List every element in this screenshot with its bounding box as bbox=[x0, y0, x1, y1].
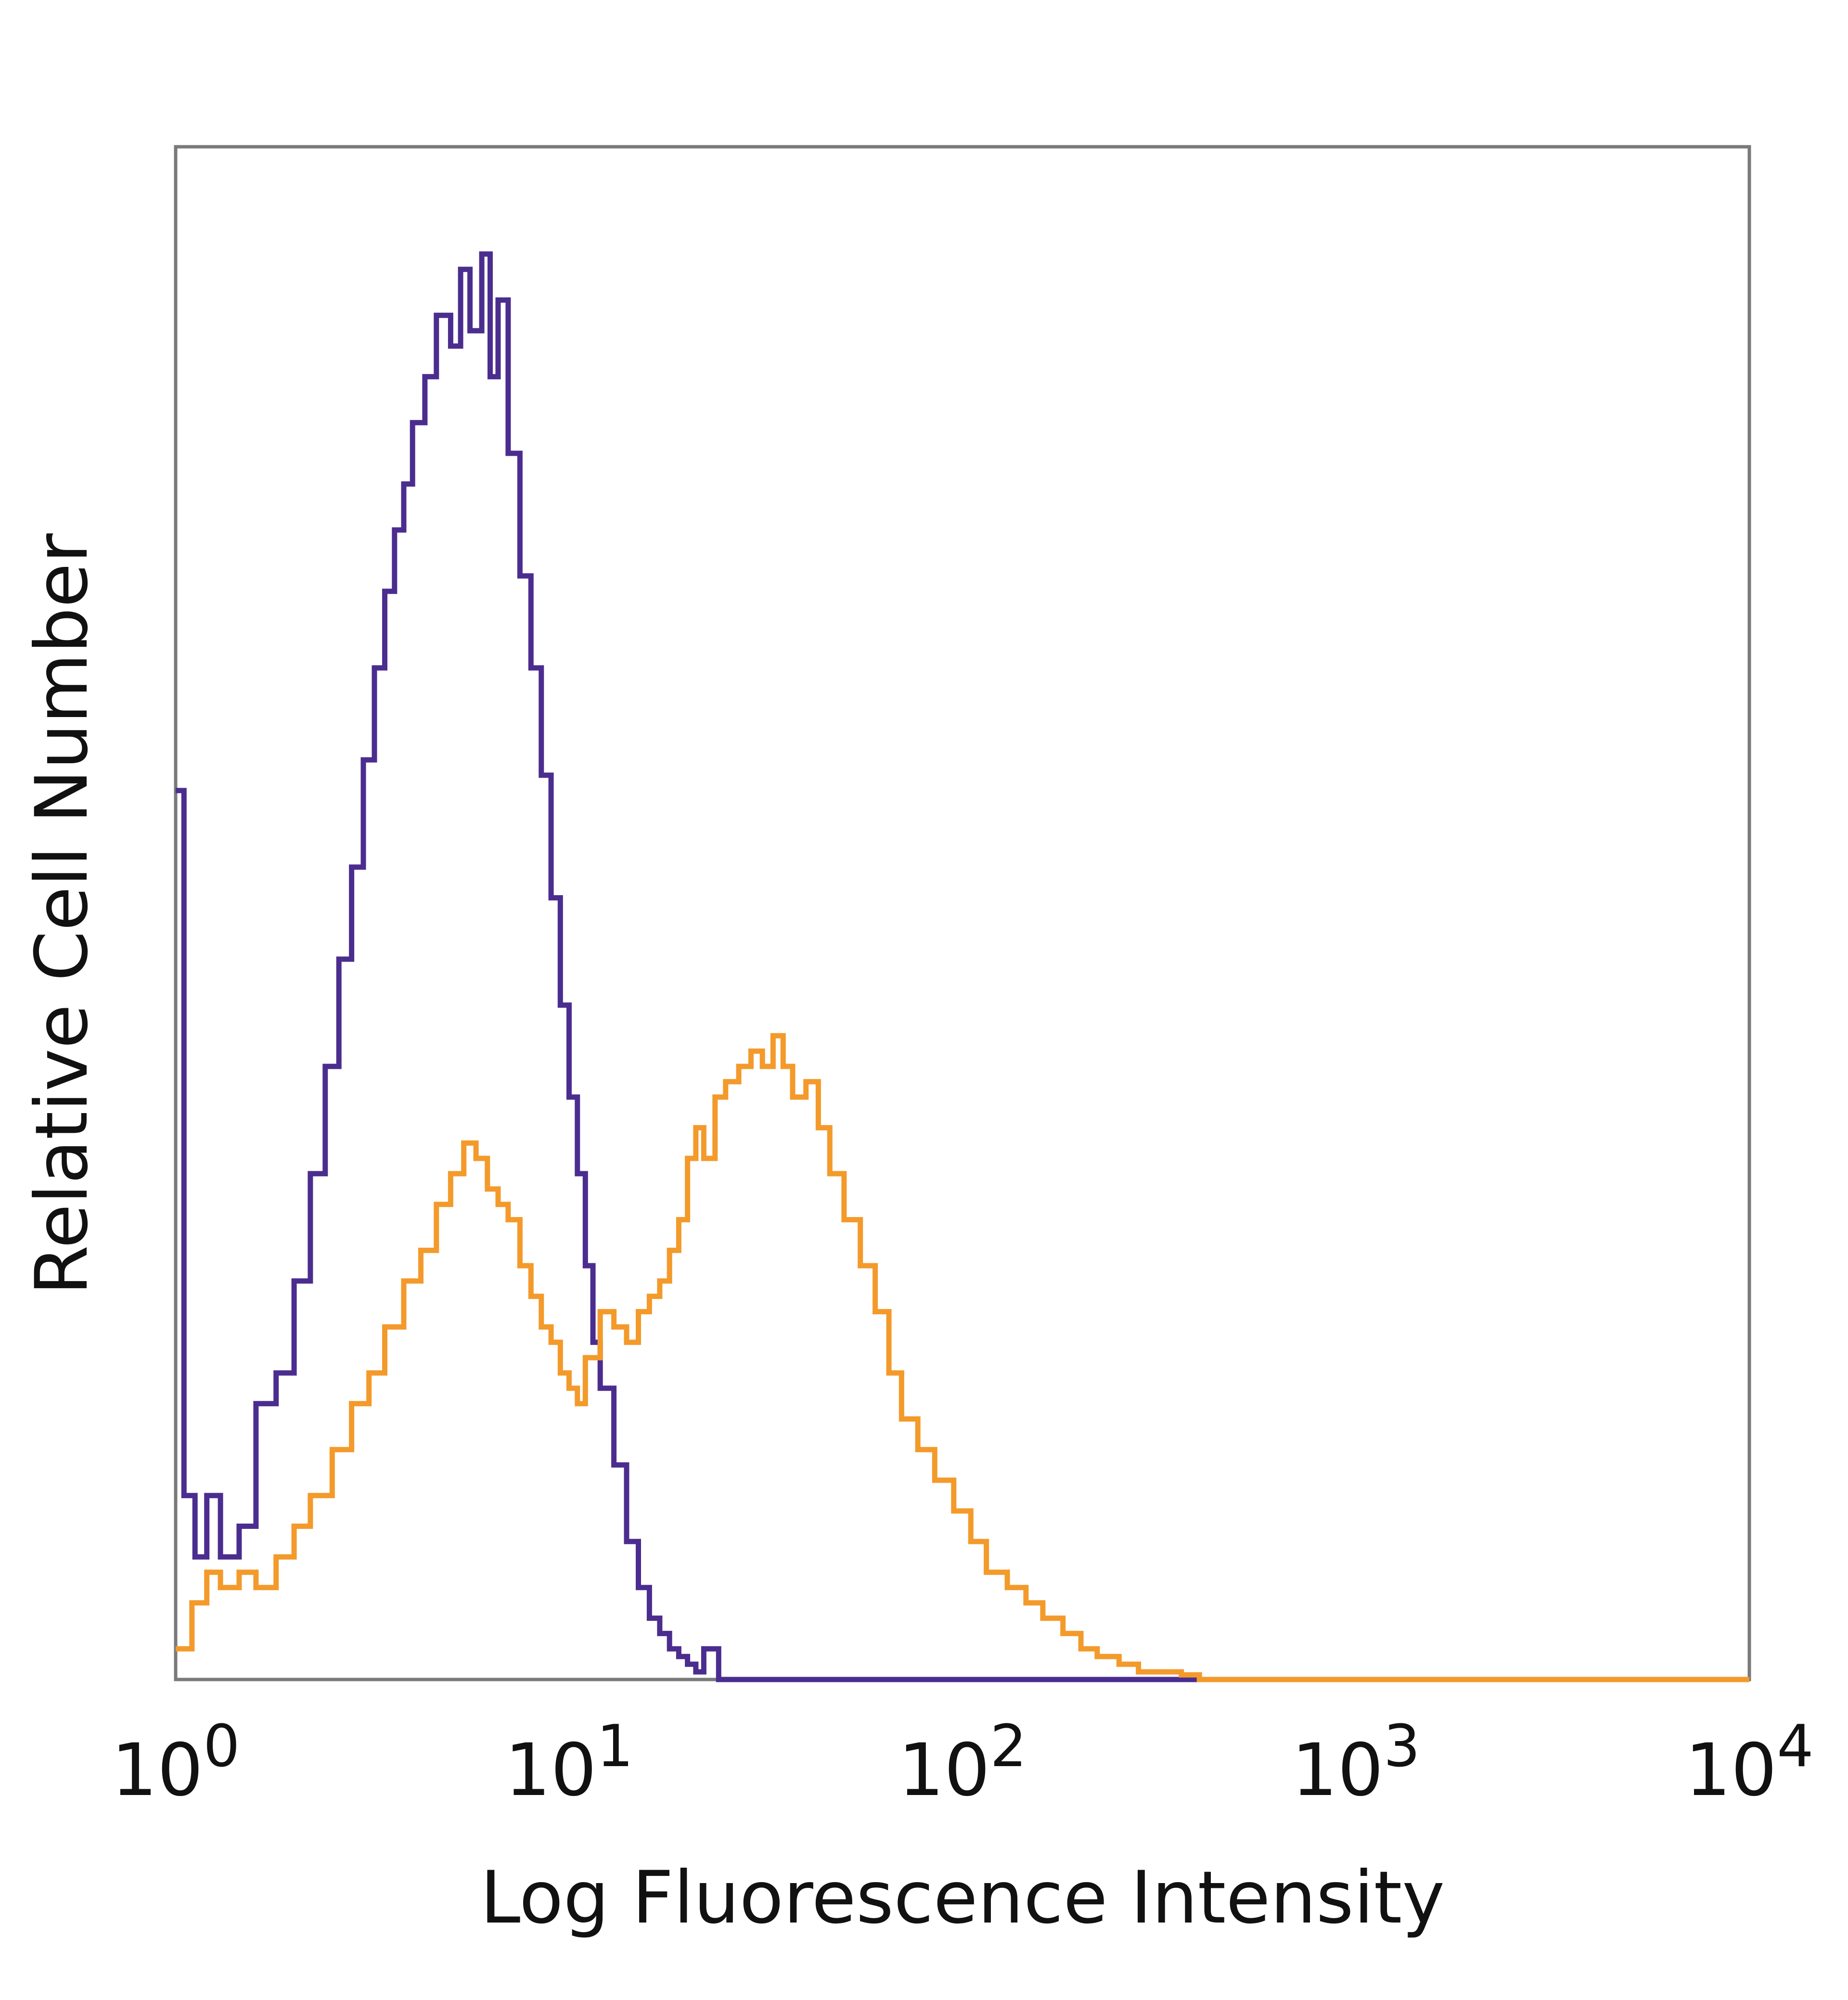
histogram-series-1 bbox=[176, 251, 1749, 1682]
x-tick-labels: 100 101 102 103 104 bbox=[111, 1713, 1813, 1812]
series-layer bbox=[176, 251, 1749, 1682]
x-axis-label: Log Fluorescence Intensity bbox=[480, 1856, 1445, 1940]
x-tick-label: 101 bbox=[505, 1713, 633, 1812]
histogram-series-2 bbox=[176, 1033, 1749, 1682]
y-axis-label: Relative Cell Number bbox=[20, 533, 104, 1295]
x-tick-label: 104 bbox=[1685, 1713, 1813, 1812]
x-tick-label: 102 bbox=[898, 1713, 1027, 1812]
x-tick-label: 100 bbox=[111, 1713, 240, 1812]
x-tick-label: 103 bbox=[1292, 1713, 1420, 1812]
